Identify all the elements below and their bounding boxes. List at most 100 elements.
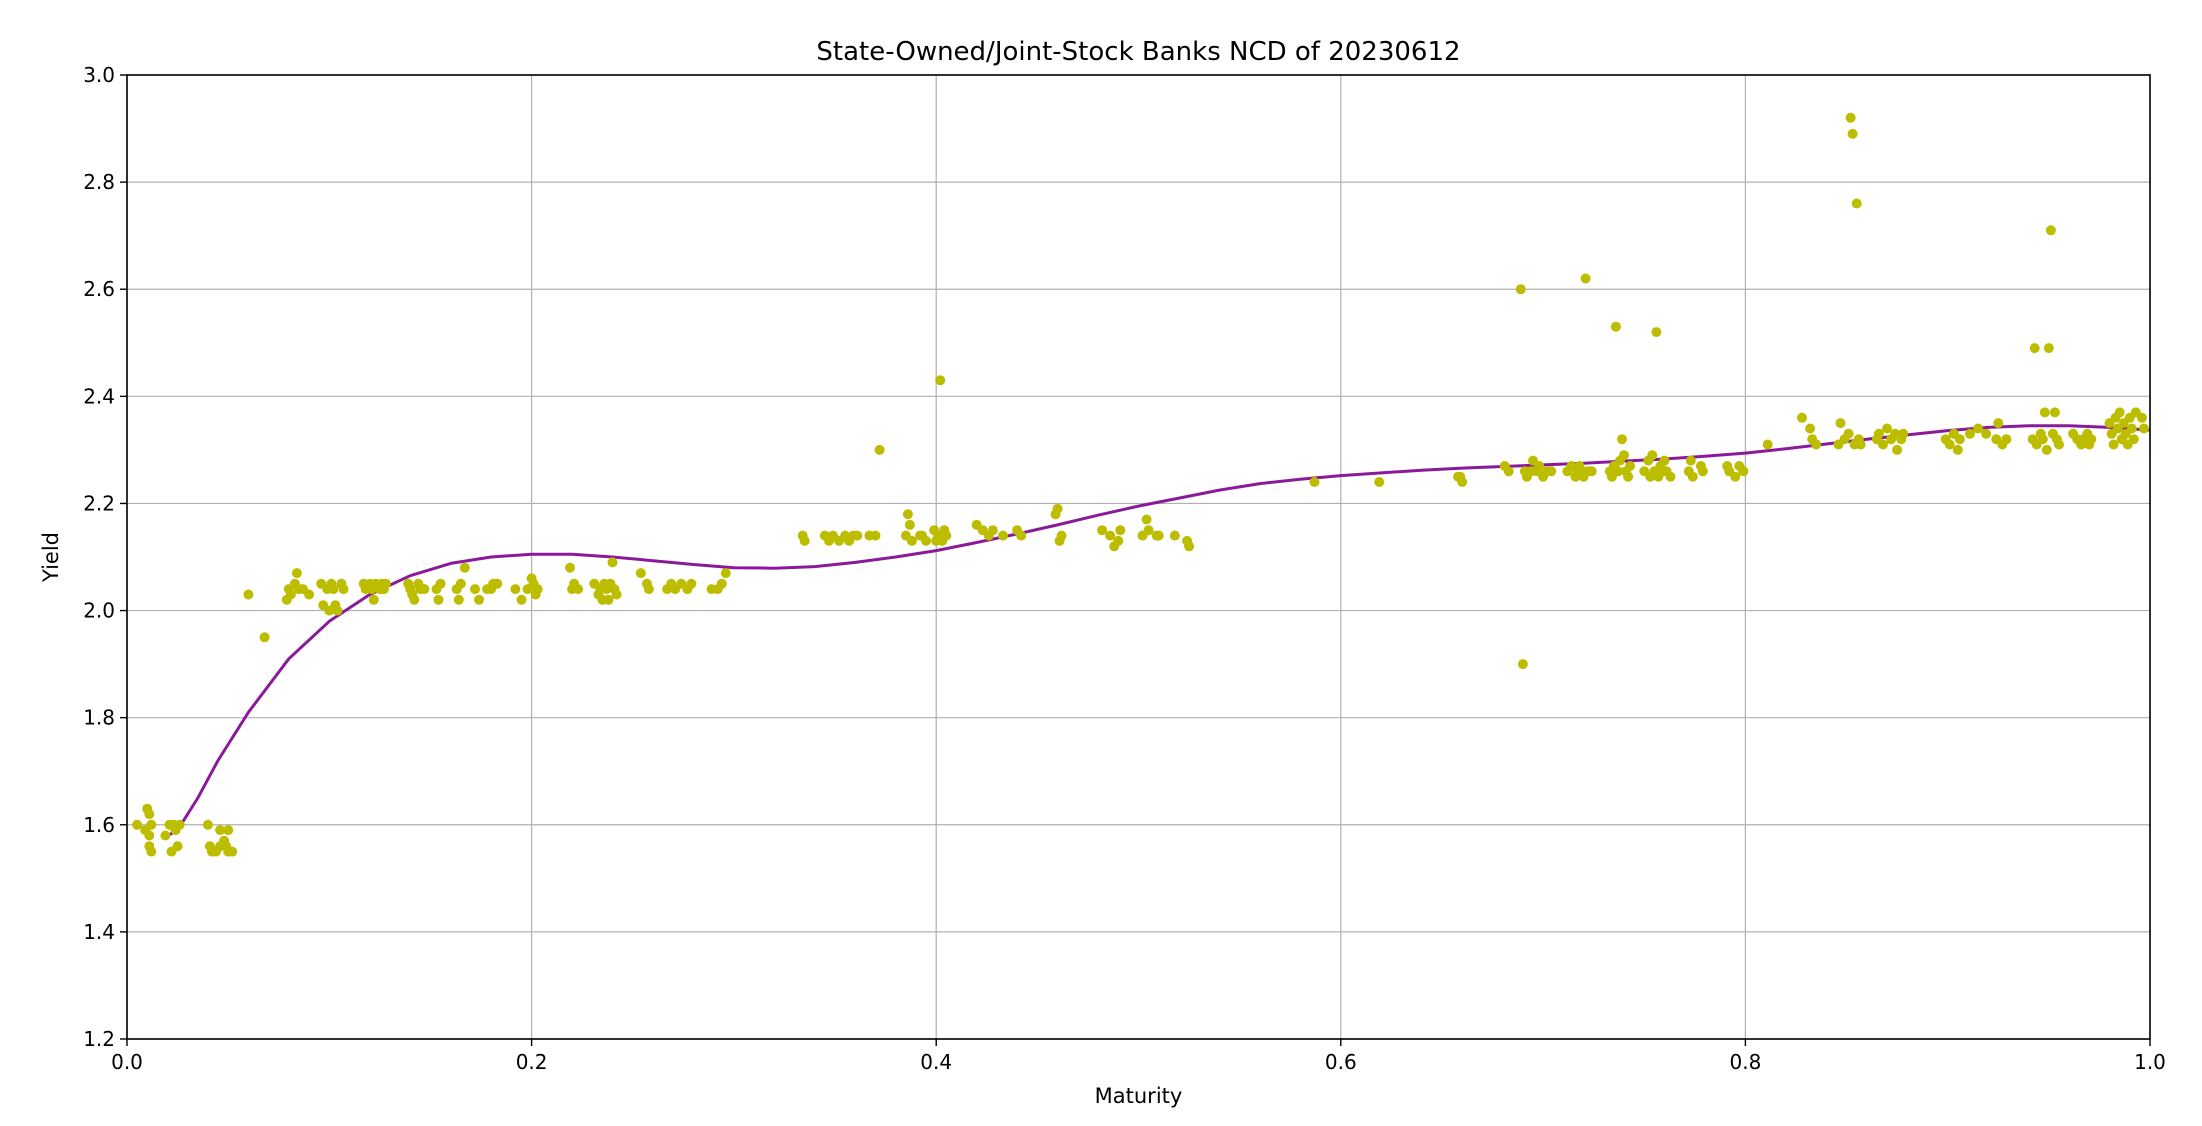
- scatter-point: [1659, 455, 1670, 466]
- scatter-point: [904, 519, 915, 530]
- y-tick-label: 2.8: [83, 170, 115, 194]
- scatter-point: [419, 584, 430, 595]
- scatter-point: [285, 589, 296, 600]
- scatter-point: [1586, 466, 1597, 477]
- chart-title: State-Owned/Joint-Stock Banks NCD of 202…: [816, 37, 1460, 67]
- scatter-point: [1613, 466, 1623, 477]
- scatter-point: [607, 557, 618, 568]
- y-axis-title: Yield: [39, 532, 63, 583]
- scatter-point: [243, 589, 254, 600]
- scatter-point: [1457, 477, 1468, 487]
- scatter-point: [1697, 466, 1708, 477]
- scatter-point: [1738, 466, 1749, 477]
- scatter-point: [470, 584, 480, 595]
- scatter-point: [2108, 439, 2119, 450]
- scatter-point: [573, 584, 584, 595]
- scatter-point: [716, 578, 727, 589]
- plot-frame: [126, 74, 2151, 1040]
- scatter-point: [2136, 412, 2147, 423]
- y-tick-label: 1.2: [83, 1027, 115, 1051]
- scatter-point: [409, 594, 420, 605]
- scatter-point: [144, 830, 155, 841]
- scatter-point: [2043, 343, 2054, 354]
- scatter-point: [1954, 434, 1965, 445]
- scatter-point: [146, 819, 157, 830]
- scatter-point: [215, 825, 226, 836]
- y-tick-label: 1.8: [83, 706, 115, 730]
- fit-curve-line: [162, 424, 2151, 840]
- scatter-point: [1374, 477, 1385, 487]
- scatter-point: [1515, 284, 1526, 295]
- x-tick-label: 0.4: [920, 1050, 952, 1074]
- y-tick-label: 3.0: [83, 63, 115, 87]
- scatter-point: [368, 594, 379, 605]
- scatter-point: [532, 584, 543, 595]
- x-tick-label: 1.0: [2134, 1050, 2166, 1074]
- scatter-point: [1981, 428, 1992, 439]
- scatter-point: [1892, 444, 1903, 455]
- scatter-points-layer: [132, 112, 2149, 857]
- scatter-point: [2041, 444, 2052, 455]
- scatter-point: [1143, 525, 1154, 536]
- x-tick-label: 0.6: [1325, 1050, 1357, 1074]
- scatter-point: [1805, 423, 1816, 434]
- scatter-point: [1097, 525, 1108, 536]
- scatter-point: [1762, 439, 1773, 450]
- scatter-point: [852, 530, 863, 541]
- scatter-point: [1056, 530, 1067, 541]
- scatter-point: [1835, 418, 1846, 429]
- scatter-point: [987, 525, 998, 536]
- scatter-point: [259, 632, 270, 643]
- scatter-point: [1153, 530, 1164, 541]
- scatter-point: [1617, 434, 1627, 445]
- scatter-point: [328, 584, 339, 595]
- scatter-point: [172, 841, 183, 852]
- scatter-point: [453, 594, 464, 605]
- scatter-point: [1965, 428, 1975, 439]
- y-tick-label: 1.6: [83, 813, 115, 837]
- scatter-point: [874, 444, 885, 455]
- scatter-point: [1623, 471, 1634, 482]
- scatter-point: [160, 830, 171, 841]
- scatter-point: [1647, 450, 1658, 461]
- y-tick-label: 2.4: [83, 384, 115, 408]
- scatter-point: [1141, 514, 1152, 525]
- scatter-point: [1625, 461, 1636, 471]
- scatter-point: [144, 809, 155, 820]
- y-tick-label: 1.4: [83, 920, 115, 944]
- scatter-point: [902, 509, 913, 520]
- scatter-point: [941, 530, 952, 541]
- scatter-point: [291, 568, 302, 579]
- scatter-point: [1851, 198, 1862, 209]
- scatter-point: [2086, 434, 2097, 445]
- scatter-point: [1685, 455, 1696, 466]
- scatter-point: [1797, 412, 1807, 423]
- scatter-point: [510, 584, 521, 595]
- scatter-point: [146, 846, 157, 857]
- scatter-point: [720, 568, 731, 579]
- scatter-point: [1052, 503, 1063, 514]
- scatter-point: [1534, 461, 1545, 471]
- scatter-point: [2114, 407, 2125, 418]
- scatter-point: [1169, 530, 1180, 541]
- scatter-point: [227, 846, 238, 857]
- scatter-point: [1651, 327, 1662, 338]
- scatter-point: [2029, 343, 2040, 354]
- scatter-point: [433, 594, 444, 605]
- scatter-point: [1113, 535, 1124, 546]
- scatter-point: [635, 568, 646, 579]
- scatter-point: [906, 535, 917, 546]
- scatter-point: [1944, 439, 1955, 450]
- scatter-point: [1843, 428, 1854, 439]
- x-axis-ticks: 0.0 0.2 0.4 0.6 0.8 1.0: [111, 1039, 2166, 1074]
- scatter-point: [1016, 530, 1027, 541]
- scatter-point: [435, 578, 446, 589]
- x-axis-title: Maturity: [1095, 1084, 1183, 1108]
- scatter-point: [380, 578, 391, 589]
- scatter-point: [1845, 112, 1856, 123]
- scatter-point: [1517, 659, 1528, 670]
- scatter-point: [611, 589, 622, 600]
- scatter-point: [870, 530, 881, 541]
- scatter-point: [459, 562, 470, 573]
